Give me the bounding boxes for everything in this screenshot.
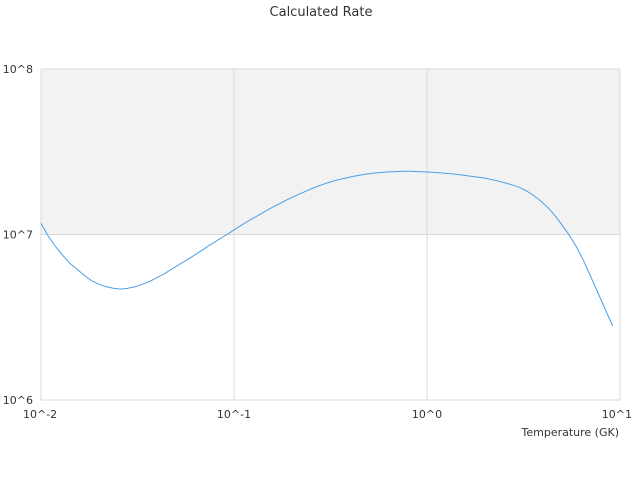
x-tick-label: 10^1 [602, 408, 632, 421]
grid-lines [40, 68, 621, 401]
x-axis-title: Temperature (GK) [521, 426, 620, 439]
plot-band [41, 234, 620, 400]
plot-band [41, 69, 620, 235]
y-tick-label: 10^7 [3, 229, 33, 242]
y-tick-label: 10^8 [3, 63, 33, 76]
y-tick-label: 10^6 [3, 394, 33, 407]
chart-title: Calculated Rate [270, 5, 373, 20]
x-tick-label: 10^0 [412, 408, 442, 421]
x-tick-label: 10^-1 [217, 408, 251, 421]
y-axis-labels: 10^6 10^7 10^8 [3, 63, 33, 407]
series-lines [40, 170, 614, 327]
x-tick-label: 10^-2 [23, 408, 57, 421]
plot-bands [41, 69, 620, 400]
x-axis-labels: 10^-2 10^-1 10^0 10^1 [23, 408, 632, 421]
series-line [40, 170, 614, 327]
